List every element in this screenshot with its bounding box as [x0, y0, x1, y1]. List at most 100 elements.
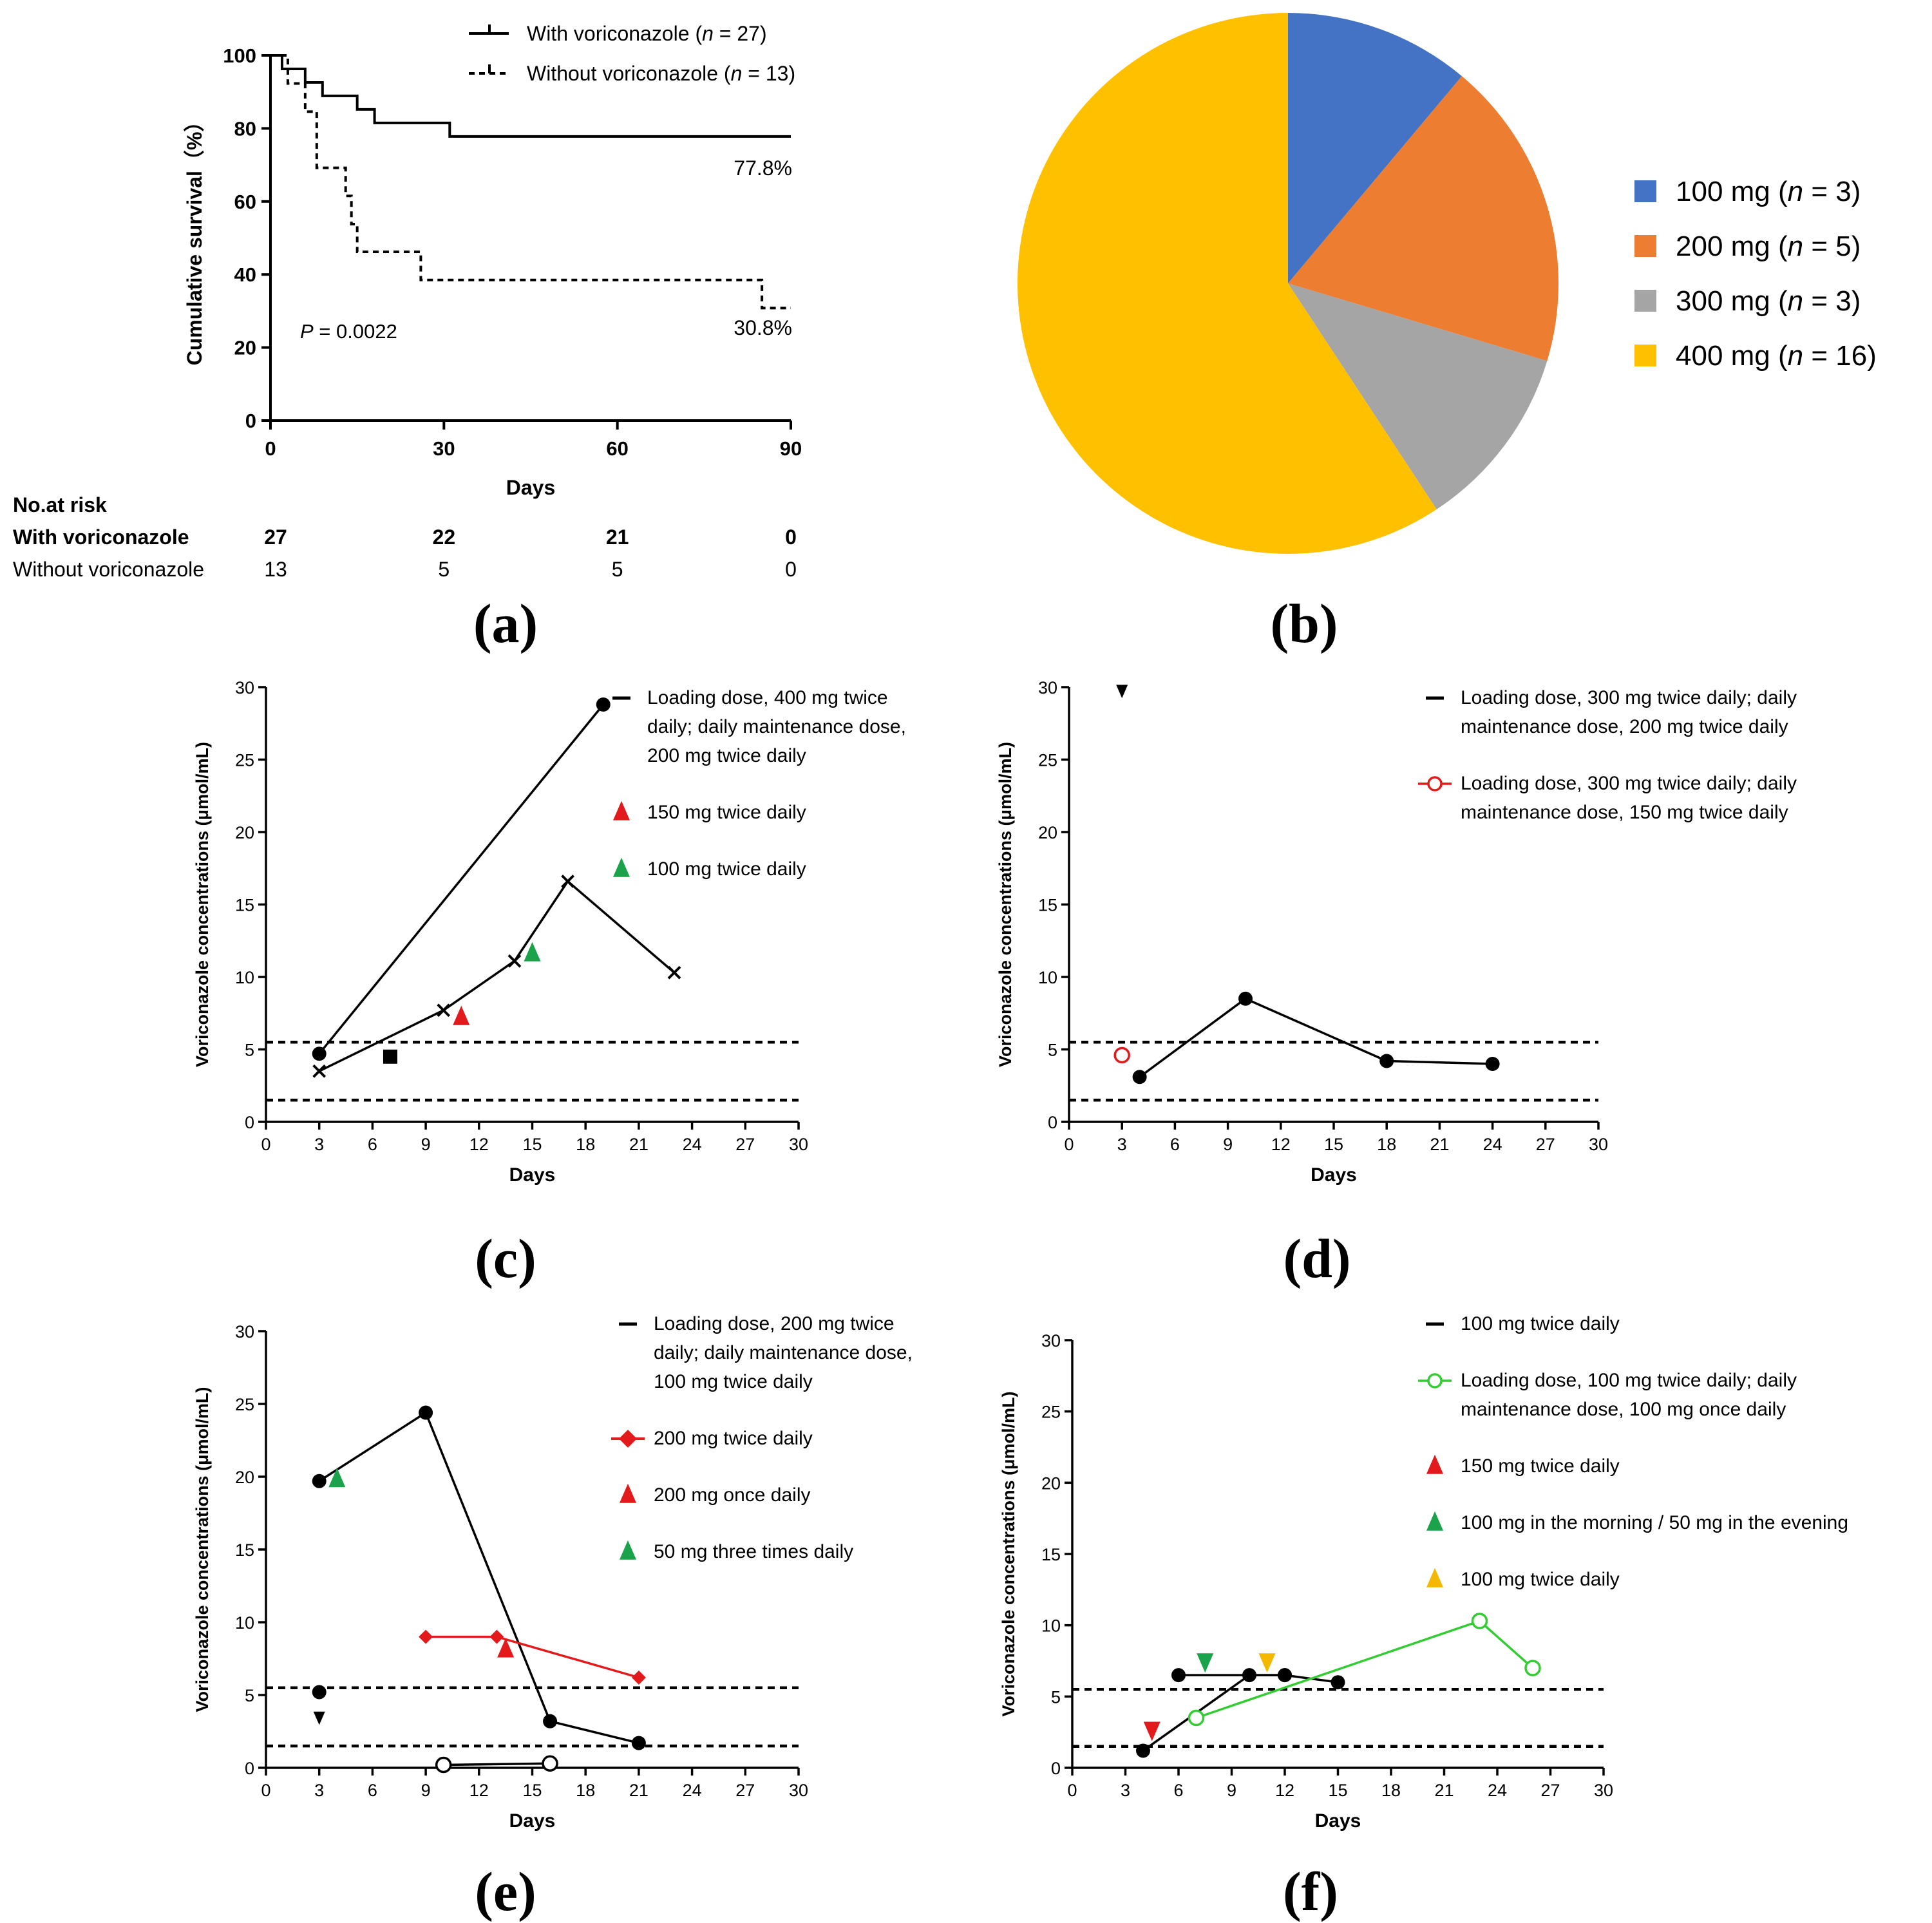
x-tick-label: 21 [629, 1781, 649, 1800]
legend-text: 150 mg twice daily [1461, 1455, 1620, 1477]
y-tick-label: 5 [1048, 1041, 1057, 1060]
text-span: n [731, 62, 743, 85]
data-point [667, 965, 681, 980]
legend-text: 100 mg twice daily [647, 858, 806, 880]
data-point [489, 1629, 504, 1644]
y-tick-label: 20 [1041, 1473, 1061, 1493]
y-tick-label: 40 [234, 263, 256, 286]
data-point [1171, 1668, 1186, 1683]
x-axis-title: Days [509, 1810, 556, 1832]
end-survival-label: 30.8% [734, 316, 792, 339]
x-tick-label: 18 [1381, 1781, 1401, 1800]
x-tick-label: 24 [683, 1781, 702, 1800]
y-tick-label: 15 [235, 1540, 254, 1560]
legend-text: 150 mg twice daily [647, 802, 806, 823]
risk-count: 5 [612, 558, 623, 581]
x-tick-label: 6 [1173, 1781, 1183, 1800]
series-line [1139, 997, 1493, 1078]
dose-change-marker [1258, 1653, 1276, 1673]
y-tick-label: 10 [1038, 968, 1057, 987]
text-span: Without voriconazole ( [527, 62, 731, 85]
legend-text: 200 mg twice daily [647, 745, 806, 766]
data-point [1136, 1743, 1150, 1758]
text-span: = 5) [1803, 231, 1861, 262]
y-tick-label: 25 [235, 751, 254, 770]
legend-text: maintenance dose, 100 mg once daily [1461, 1399, 1786, 1420]
legend-marker [1426, 1511, 1443, 1531]
text-span: With voriconazole ( [527, 22, 702, 45]
text-span: = 3) [1803, 176, 1861, 207]
pie-slice [1288, 283, 1548, 509]
text-span: n [1788, 340, 1803, 372]
text-span: 400 mg ( [1676, 340, 1788, 372]
x-tick-label: 24 [683, 1135, 702, 1154]
x-tick-label: 90 [780, 437, 802, 460]
panel-label-b: (b) [1270, 592, 1338, 654]
y-tick-label: 60 [234, 191, 256, 213]
y-tick-label: 0 [1048, 1113, 1057, 1132]
dose-change-marker [497, 1638, 515, 1658]
risk-count: 5 [438, 558, 450, 581]
data-point [419, 1405, 433, 1420]
legend-marker [1426, 1568, 1443, 1587]
x-tick-label: 30 [433, 437, 455, 460]
x-tick-label: 12 [1275, 1781, 1294, 1800]
data-point [1471, 1613, 1488, 1629]
y-axis-title: Voriconazole concentrations (μmol/mL) [996, 742, 1015, 1067]
data-point [507, 954, 522, 968]
risk-count: 0 [785, 558, 797, 581]
text-span: P [300, 320, 314, 343]
x-tick-label: 15 [1328, 1781, 1347, 1800]
data-point [437, 1003, 451, 1018]
legend-text: Loading dose, 100 mg twice daily; daily [1461, 1370, 1797, 1391]
risk-row-label: With voriconazole [13, 526, 189, 549]
risk-count: 27 [264, 526, 287, 549]
data-point [1188, 1709, 1205, 1727]
data-point [561, 875, 575, 888]
text-span: n [1788, 285, 1803, 317]
dose-change-marker [1116, 685, 1128, 699]
legend-text: 100 mg twice daily [1461, 1569, 1620, 1590]
dose-change-marker [453, 1005, 470, 1025]
series-line [443, 1762, 551, 1767]
text-span: = 16) [1803, 340, 1877, 372]
dose-change-marker [1143, 1721, 1160, 1741]
x-tick-label: 18 [576, 1135, 595, 1154]
km-curve-without [270, 54, 791, 310]
series-line [318, 703, 605, 1055]
text-span: n [702, 22, 714, 45]
panel-label-e: (e) [475, 1861, 536, 1922]
legend-marker [613, 857, 630, 877]
legend-swatch [1634, 180, 1656, 202]
y-tick-label: 20 [1038, 823, 1057, 842]
y-tick-label: 5 [245, 1686, 254, 1705]
data-point [1278, 1668, 1292, 1683]
x-tick-label: 24 [1483, 1135, 1502, 1154]
legend-text: 50 mg three times daily [654, 1541, 853, 1562]
y-tick-label: 100 [223, 44, 256, 67]
y-tick-label: 20 [235, 1468, 254, 1487]
panel-label-c: (c) [475, 1227, 536, 1289]
x-tick-label: 12 [469, 1781, 489, 1800]
x-tick-label: 27 [1536, 1135, 1555, 1154]
legend-marker [1427, 1373, 1443, 1388]
y-tick-label: 30 [235, 1322, 254, 1341]
x-axis-title: Days [506, 476, 556, 499]
series-line [1142, 1674, 1338, 1752]
x-tick-label: 9 [1227, 1781, 1236, 1800]
dose-change-marker [328, 1468, 346, 1488]
y-tick-label: 10 [235, 1613, 254, 1633]
x-tick-label: 60 [606, 437, 628, 460]
legend-text: maintenance dose, 150 mg twice daily [1461, 802, 1788, 823]
legend-text: maintenance dose, 200 mg twice daily [1461, 716, 1788, 737]
x-tick-label: 0 [261, 1135, 270, 1154]
legend-text: 200 mg twice daily [654, 1428, 813, 1449]
dose-change-marker [313, 1711, 325, 1725]
y-tick-label: 30 [1041, 1331, 1061, 1350]
y-tick-label: 5 [245, 1041, 254, 1060]
x-tick-label: 12 [469, 1135, 489, 1154]
legend-text: daily; daily maintenance dose, [654, 1342, 913, 1363]
x-tick-label: 12 [1271, 1135, 1291, 1154]
x-tick-label: 27 [735, 1781, 755, 1800]
